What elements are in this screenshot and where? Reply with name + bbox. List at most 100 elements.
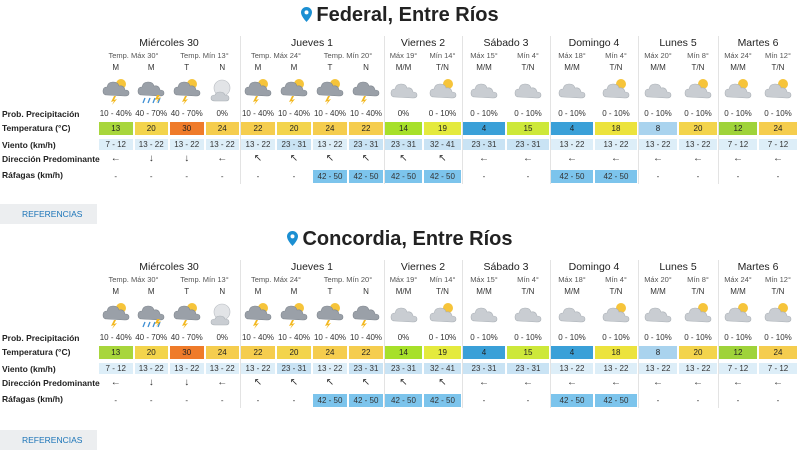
precipitation-value: 0 - 10% xyxy=(724,109,752,118)
wind-value: 7 - 12 xyxy=(759,363,797,374)
wind-direction-arrow-icon: ← xyxy=(217,153,228,164)
temperature-value: 20 xyxy=(134,346,168,359)
gust-value: 42 - 50 xyxy=(551,170,593,183)
wind-value: 7 - 12 xyxy=(99,139,133,150)
precipitation-value: 0 - 10% xyxy=(558,333,586,342)
wind-direction-arrow-icon: ← xyxy=(653,153,663,164)
day-column: Viernes 2 Máx 19° Mín 14° M/M 0% 14 23 - 31 ↖ 42… xyxy=(384,0,462,210)
period-label: T xyxy=(184,287,190,296)
wind-value: 13 - 22 xyxy=(241,139,275,150)
period-label: T xyxy=(327,63,333,72)
gust-value: 42 - 50 xyxy=(385,394,422,407)
day-column: Lunes 5 Máx 20° Mín 8° M/M 0 - 10% 8 13 - 22 ← -… xyxy=(638,0,718,210)
period-label: M xyxy=(112,63,120,72)
max-temp-label: Temp. Máx 24° xyxy=(250,51,302,60)
row-label-precip: Prob. Precipitación xyxy=(2,333,80,343)
day-name: Sábado 3 xyxy=(483,261,529,273)
precipitation-value: 40 - 70% xyxy=(135,109,168,118)
precipitation-value: 0% xyxy=(216,109,229,118)
temperature-value: 14 xyxy=(385,346,422,359)
wind-direction-arrow-icon: ← xyxy=(611,153,621,164)
period-label: M/M xyxy=(395,287,412,296)
day-divider xyxy=(638,36,639,184)
wind-direction-arrow-icon: ↓ xyxy=(148,377,154,388)
partly-cloudy-icon xyxy=(601,75,631,105)
wind-value: 13 - 22 xyxy=(313,139,347,150)
gust-value: - xyxy=(656,396,660,405)
period-label: M/M xyxy=(730,287,746,296)
storm-sun-icon xyxy=(101,75,131,105)
wind-value: 13 - 22 xyxy=(639,363,677,374)
precipitation-value: 0 - 10% xyxy=(602,109,630,118)
precipitation-value: 0 - 10% xyxy=(684,333,712,342)
period-label: M xyxy=(254,63,262,72)
day-divider xyxy=(638,260,639,408)
wind-direction-arrow-icon: ← xyxy=(479,153,489,164)
precipitation-value: 0 - 10% xyxy=(428,109,457,118)
gust-value: - xyxy=(656,172,660,181)
wind-direction-arrow-icon: ← xyxy=(217,377,228,388)
day-name: Lunes 5 xyxy=(659,37,697,49)
precipitation-value: 40 - 70% xyxy=(170,333,203,342)
period-label: M/M xyxy=(564,63,580,72)
wind-direction-arrow-icon: ↖ xyxy=(361,377,371,388)
precipitation-value: 40 - 70% xyxy=(170,109,203,118)
temperature-value: 4 xyxy=(551,122,593,135)
gust-value: - xyxy=(220,396,224,405)
temperature-value: 30 xyxy=(170,346,204,359)
precipitation-value: 0 - 10% xyxy=(514,109,542,118)
partly-cloudy-icon xyxy=(723,299,753,329)
wind-value: 7 - 12 xyxy=(759,139,797,150)
storm-sun-icon xyxy=(279,75,309,105)
wind-value: 13 - 22 xyxy=(679,139,717,150)
period-label: M/M xyxy=(650,63,666,72)
max-temp-label: Máx 15° xyxy=(470,275,498,284)
storm-sun-icon xyxy=(279,299,309,329)
period-label: N xyxy=(363,287,369,296)
wind-direction-arrow-icon: ← xyxy=(693,153,703,164)
precipitation-value: 10 - 40% xyxy=(277,109,311,118)
cloud-icon xyxy=(469,299,499,329)
temperature-value: 15 xyxy=(507,346,549,359)
gust-value: 42 - 50 xyxy=(595,170,637,183)
wind-direction-arrow-icon: ← xyxy=(523,377,533,388)
temperature-value: 19 xyxy=(424,122,461,135)
gust-value: - xyxy=(736,172,740,181)
wind-direction-arrow-icon: ↖ xyxy=(399,377,408,388)
references-button[interactable]: REFERENCIAS xyxy=(0,430,97,450)
gust-value: - xyxy=(185,172,189,181)
day-divider xyxy=(550,36,551,184)
wind-value: 13 - 22 xyxy=(679,363,717,374)
min-temp-label: Temp. Mín 13° xyxy=(180,275,229,284)
precipitation-value: 40 - 70% xyxy=(135,333,168,342)
day-column: Martes 6 Máx 24° Mín 12° M/M 0 - 10% 12 7 - 12… xyxy=(718,0,798,210)
max-temp-label: Máx 19° xyxy=(389,275,418,284)
period-label: T xyxy=(184,63,190,72)
day-column: Viernes 2 Máx 19° Mín 14° M/M 0% 14 23 - 31 ↖ 42… xyxy=(384,224,462,434)
temperature-value: 30 xyxy=(170,122,204,135)
precipitation-value: 10 - 40% xyxy=(313,109,347,118)
day-divider xyxy=(550,260,551,408)
temperature-value: 20 xyxy=(134,122,168,135)
wind-value: 23 - 31 xyxy=(385,363,422,374)
period-label: T/N xyxy=(521,63,535,72)
temperature-value: 4 xyxy=(551,346,593,359)
temperature-value: 24 xyxy=(759,122,797,135)
storm-cloud-icon xyxy=(351,75,381,105)
precipitation-value: 0% xyxy=(397,333,410,342)
day-name: Jueves 1 xyxy=(290,261,334,273)
references-button[interactable]: REFERENCIAS xyxy=(0,204,97,224)
max-temp-label: Temp. Máx 30° xyxy=(108,51,159,60)
storm-sun-icon xyxy=(315,75,345,105)
heavy-rain-icon xyxy=(136,75,166,105)
temperature-value: 22 xyxy=(241,346,275,359)
temperature-value: 8 xyxy=(639,346,677,359)
wind-value: 13 - 22 xyxy=(639,139,677,150)
temperature-value: 19 xyxy=(424,346,461,359)
gust-value: - xyxy=(526,396,530,405)
wind-direction-arrow-icon: ↖ xyxy=(399,153,408,164)
wind-value: 13 - 22 xyxy=(205,139,239,150)
temperature-value: 4 xyxy=(463,122,505,135)
temperature-value: 20 xyxy=(277,346,311,359)
storm-sun-icon xyxy=(172,75,202,105)
